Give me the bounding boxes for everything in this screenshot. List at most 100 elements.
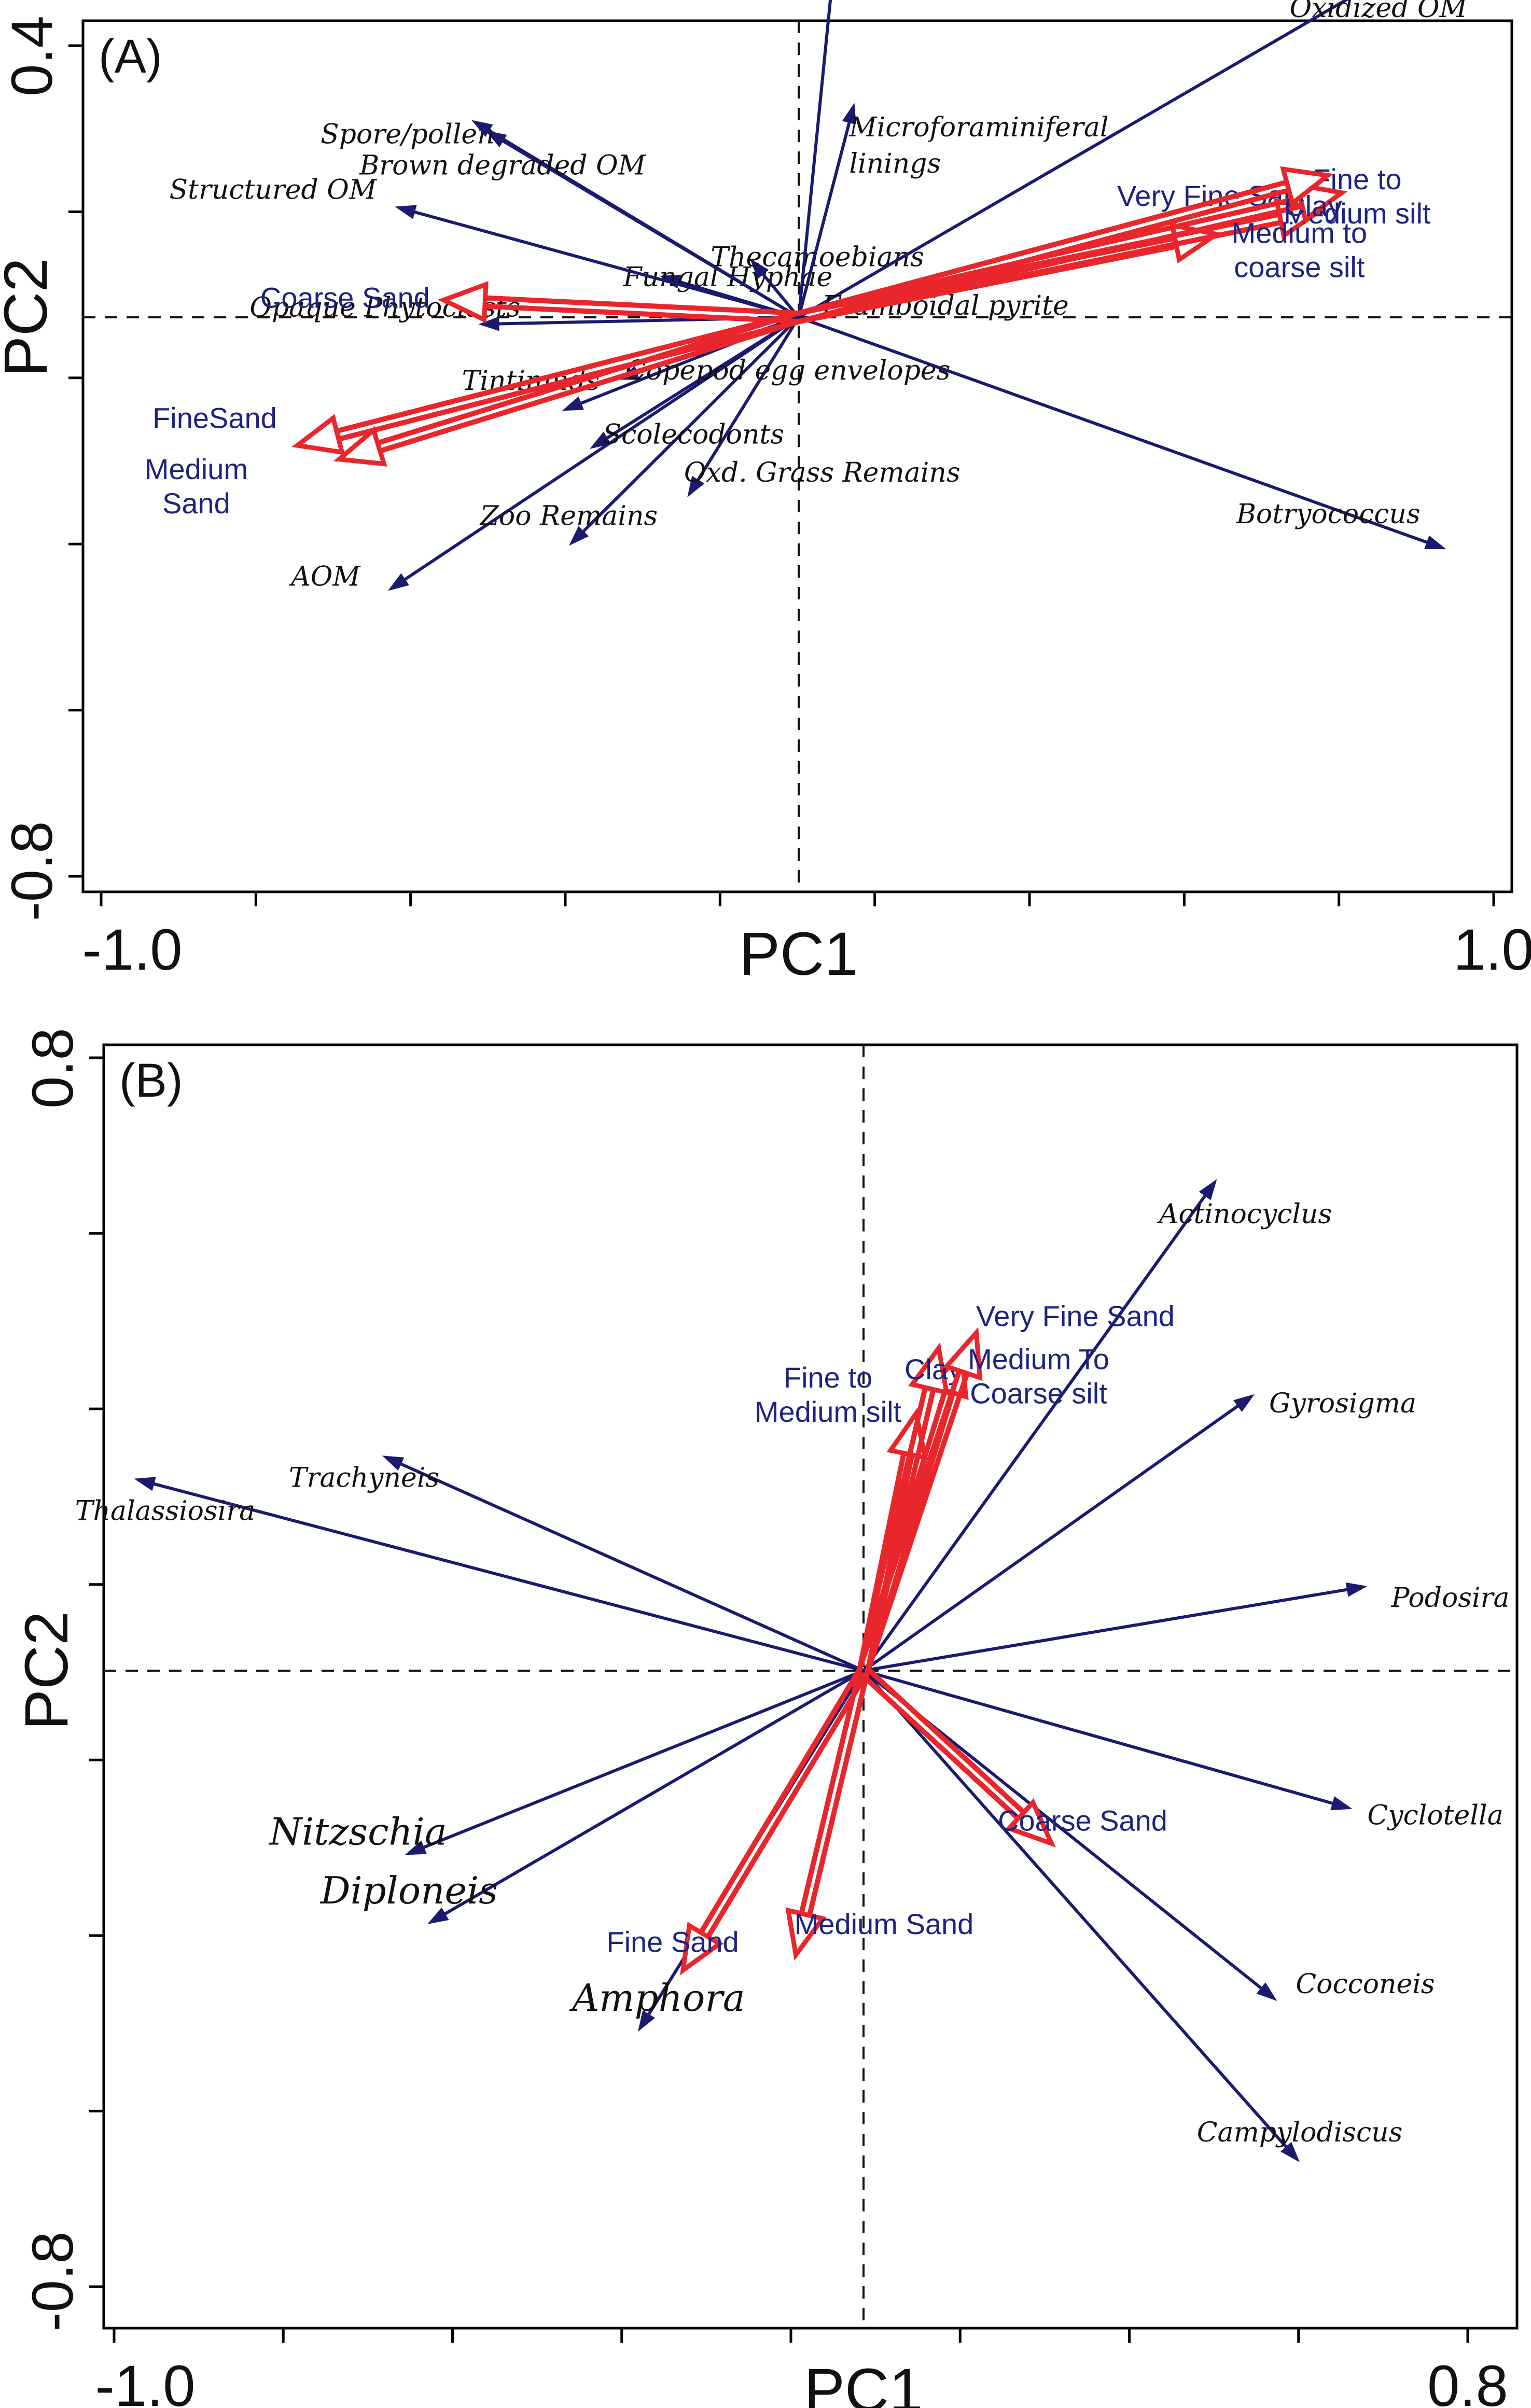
env-vector-fine-sand	[699, 1667, 870, 1938]
env-vector-coarse-sand	[484, 295, 799, 324]
panel-b: -1.0 0.8 0.8 -0.8 PC1 PC2 (B) Campylodiscus Cocc…	[12, 1028, 1519, 2408]
species-label-zoo-remains: Zoo Remains	[479, 501, 658, 532]
species-vector-actinocyclus	[862, 1191, 1209, 1672]
env-label-medium-sand: Medium	[145, 453, 248, 485]
env-vector-clay	[857, 1387, 936, 1672]
species-arrowhead-opaque-phytoclasts	[478, 316, 499, 331]
env-label-medium-to-coarse-silt: Medium To	[968, 1342, 1109, 1375]
x-axis-title: PC1	[804, 2356, 923, 2408]
x-tick-label-min: -1.0	[82, 917, 183, 982]
species-label-campylodiscus: Campylodiscus	[1197, 2117, 1403, 2148]
env-label-medium-sand: Sand	[162, 487, 230, 520]
species-label-structured-om: Structured OM	[169, 174, 377, 205]
species-label-botryococcus: Botryococcus	[1236, 499, 1421, 530]
env-arrowhead-medium-to-coarse-silt	[1280, 166, 1334, 207]
species-arrowhead-oxd-grass-remains	[687, 475, 705, 498]
species-vector-zoo-remains	[579, 316, 800, 536]
env-arrowhead-clay	[908, 1342, 950, 1396]
species-arrowhead-thalassiosira	[134, 1477, 156, 1491]
species-arrowhead-amphora	[638, 2010, 656, 2032]
species-vector-aom	[400, 316, 800, 584]
species-label-microforaminiferal-linings: linings	[849, 148, 941, 179]
species-label-microforaminiferal-linings: Microforaminiferal	[848, 112, 1108, 143]
species-arrowhead-nitzschia	[405, 1840, 427, 1855]
species-arrowhead-thecamoebians	[750, 258, 769, 279]
panel-label: (A)	[99, 30, 162, 83]
env-label-coarse-sand: Coarse Sand	[998, 1804, 1167, 1837]
env-vector-medium-sand	[799, 1669, 870, 1916]
species-label-cocconeis: Cocconeis	[1296, 1969, 1435, 2000]
env-label-medium-sand: Medium Sand	[795, 1908, 974, 1940]
env-vector-coarse-sand	[859, 1665, 1026, 1821]
env-label-coarse-sand: Coarse Sand	[260, 282, 430, 314]
env-arrowhead-fine-sand	[680, 1922, 724, 1976]
species-vector-structured-om	[409, 209, 799, 319]
species-arrowhead-actinocyclus	[1199, 1179, 1217, 1200]
species-arrowhead-cocconeis	[1256, 1982, 1277, 2001]
env-label-medium-to-coarse-silt: Medium to	[1232, 216, 1367, 249]
species-arrowhead-gyrosigma	[1233, 1394, 1255, 1412]
env-arrowhead-finesand	[333, 426, 387, 467]
x-tick-label-max: 0.8	[1427, 2354, 1508, 2408]
species-vector-scolecodonts	[602, 316, 800, 442]
y-tick-label-max: 0.4	[0, 16, 64, 96]
env-label-finesand: FineSand	[152, 402, 277, 435]
env-arrowhead-medium-to-coarse-silt	[942, 1327, 983, 1381]
env-vector-medium-to-coarse-silt	[797, 179, 1290, 324]
species-label-brown-degraded-om: Brown degraded OM	[359, 150, 647, 181]
species-vector-brown-degraded-om	[484, 127, 800, 319]
species-label-spore-pollen: Spore/pollen	[321, 119, 495, 150]
species-arrowhead-aom	[387, 573, 409, 591]
env-label-fine-to-medium-silt: Medium silt	[755, 1395, 902, 1428]
y-tick-label-min: -0.8	[0, 821, 64, 921]
env-arrowhead-medium-sand	[291, 414, 345, 455]
species-vector-microforaminiferal-linings	[797, 117, 852, 318]
species-label-podosira: Podosira	[1391, 1583, 1510, 1614]
y-axis-title: PC2	[0, 258, 60, 377]
env-label-fine-to-medium-silt: Fine to	[784, 1361, 872, 1394]
species-vector-trachyneis	[396, 1460, 865, 1672]
species-vector-oxd-grass-remains	[694, 316, 800, 485]
species-vector-botryococcus	[798, 316, 1432, 545]
y-axis-title: PC2	[12, 1611, 81, 1730]
species-arrowhead-trachyneis	[382, 1455, 405, 1471]
species-label-oxd-grass-remains: Oxd. Grass Remains	[684, 457, 961, 488]
species-label-actinocyclus: Actinocyclus	[1157, 1199, 1332, 1230]
panel-a: -1.0 1.0 0.4 -0.8 PC1 PC2 (A) AOM Zoo Remains Oxd…	[0, 0, 1531, 988]
env-vector-medium-to-coarse-silt	[857, 1370, 970, 1673]
species-arrowhead-botryococcus	[1424, 535, 1446, 550]
species-vector-gyrosigma	[862, 1402, 1243, 1672]
species-vector-cyclotella	[863, 1669, 1338, 1807]
plot-frame	[102, 1043, 1519, 2330]
species-vector-nitzschia	[419, 1669, 865, 1851]
plot-frame	[81, 19, 1513, 893]
species-arrowhead-spore-pollen	[485, 130, 507, 148]
species-label-cyclotella: Cyclotella	[1367, 1800, 1503, 1831]
species-label-nitzschia: Nitzschia	[268, 1810, 447, 1854]
species-vector-thalassiosira	[148, 1481, 864, 1672]
y-tick-label-min: -0.8	[20, 2232, 85, 2332]
y-tick-label-max: 0.8	[20, 1028, 85, 1109]
species-arrowhead-podosira	[1345, 1582, 1368, 1597]
species-vector-thecamoebians	[758, 269, 800, 318]
species-arrowhead-microforaminiferal-linings	[842, 103, 856, 125]
species-arrowhead-tintinnids	[562, 396, 584, 411]
env-arrowhead-coarse-sand	[1005, 1798, 1056, 1848]
species-label-gyrosigma: Gyrosigma	[1269, 1388, 1416, 1419]
species-label-diploneis: Diploneis	[319, 1869, 498, 1912]
species-arrowhead-zoo-remains	[568, 526, 589, 546]
env-arrowhead-coarse-sand	[437, 281, 489, 324]
species-arrowhead-diploneis	[427, 1907, 449, 1924]
species-arrowhead-campylodiscus	[1280, 2141, 1300, 2162]
species-arrowhead-brown-degraded-om	[471, 120, 493, 137]
species-label-amphora: Amphora	[569, 1976, 745, 2020]
species-vector-diploneis	[440, 1669, 865, 1918]
env-arrowhead-medium-sand	[785, 1907, 827, 1961]
species-label-aom: AOM	[289, 561, 361, 592]
x-tick-label-max: 1.0	[1453, 917, 1531, 982]
species-vector-podosira	[863, 1587, 1353, 1672]
x-axis-title: PC1	[739, 920, 858, 988]
species-vector-oxidized-om	[798, 0, 1349, 319]
panel-label: (B)	[119, 1054, 183, 1107]
